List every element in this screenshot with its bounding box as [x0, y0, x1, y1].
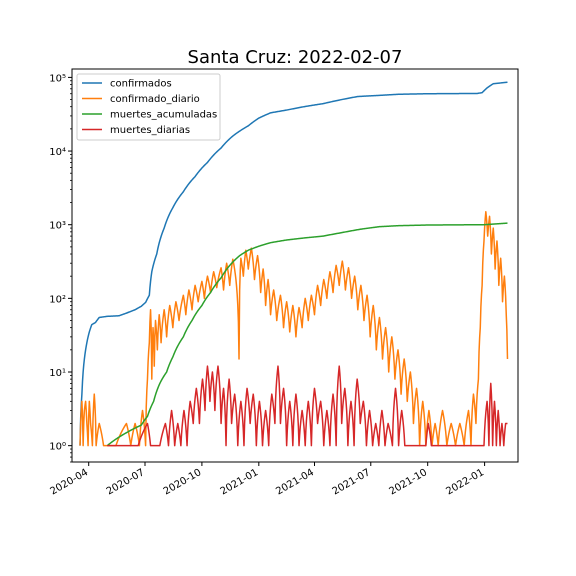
chart-title: Santa Cruz: 2022-02-07: [188, 47, 403, 68]
legend-label: muertes_acumuladas: [110, 110, 217, 121]
y-tick-label: 10³: [49, 221, 66, 232]
series-line-confirmados: [79, 81, 508, 446]
legend-label: confirmado_diario: [110, 94, 200, 105]
legend-label: confirmados: [110, 79, 172, 90]
legend-box: [76, 73, 221, 141]
y-axis: 10⁰ 10¹ 10² 10³ 10⁴ 10⁵: [49, 73, 72, 463]
y-tick-label: 10¹: [49, 368, 66, 379]
legend: confirmados confirmado_diario muertes_acum…: [76, 73, 221, 141]
y-tick-label: 10⁵: [49, 73, 66, 84]
series-line-muertes-acumuladas: [106, 222, 508, 447]
series-line-confirmado-diario: [79, 210, 509, 447]
plot-frame: [71, 68, 519, 463]
y-tick-label: 10⁴: [49, 147, 66, 158]
y-tick-label: 10⁰: [49, 442, 66, 453]
series-layer: [79, 81, 509, 447]
plot-area: [71, 68, 519, 463]
series-line-muertes-diarias: [107, 365, 508, 447]
legend-label: muertes_diarias: [110, 125, 190, 136]
y-tick-label: 10²: [49, 294, 66, 305]
